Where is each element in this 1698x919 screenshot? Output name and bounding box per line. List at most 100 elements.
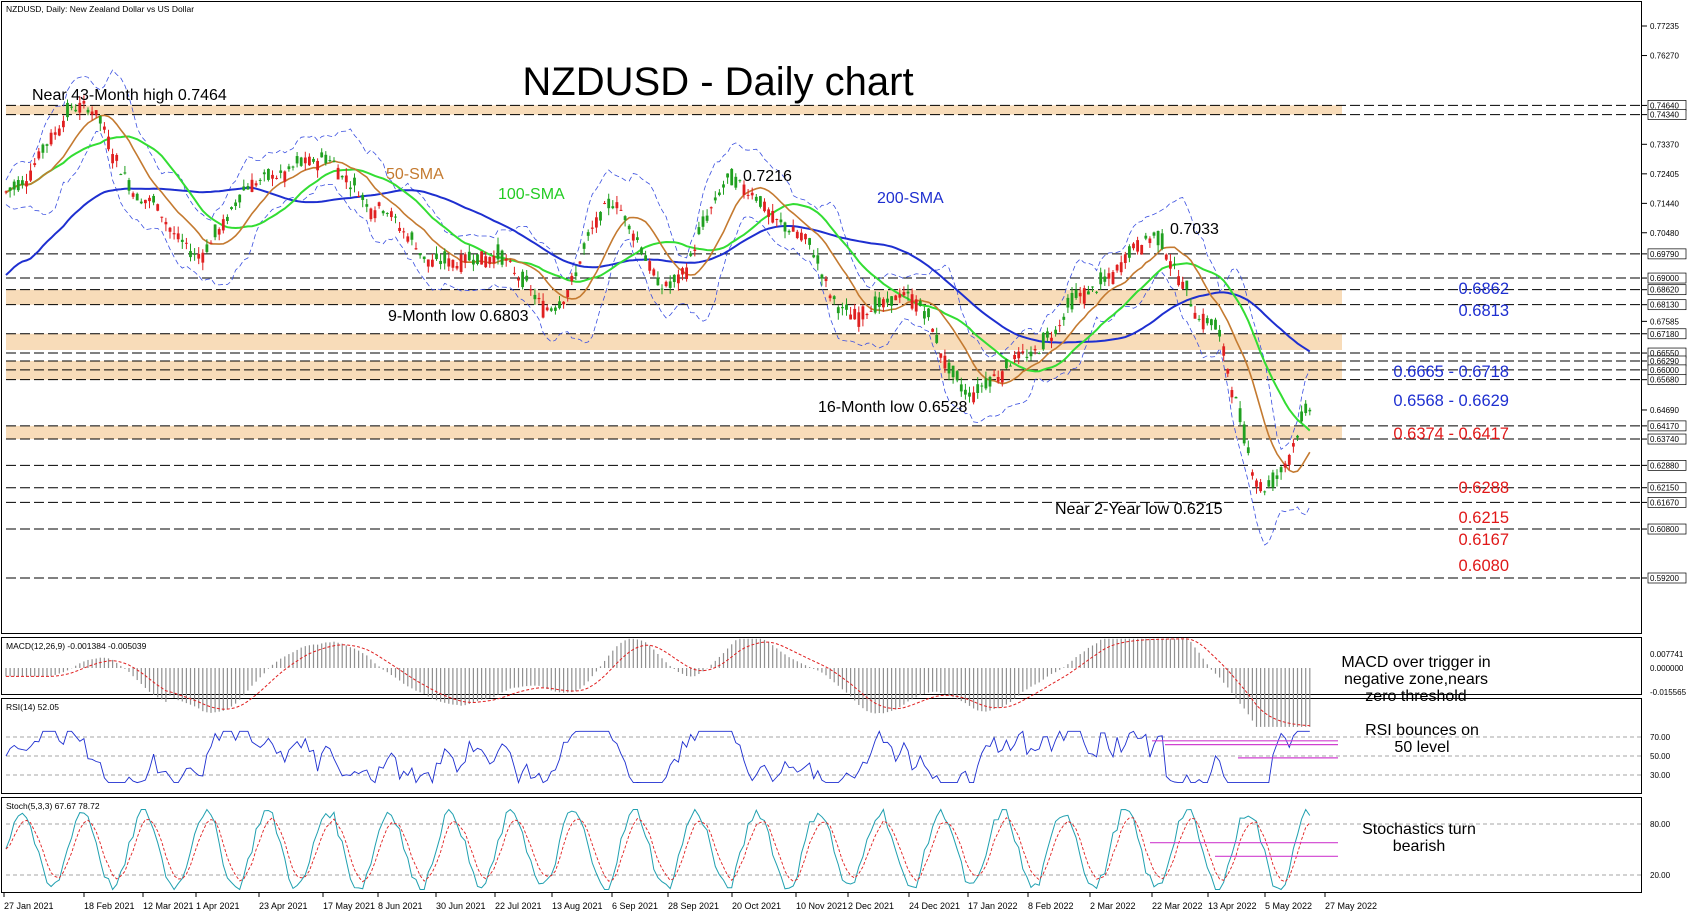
zone-1: [6, 289, 1342, 305]
candle-body-183: [754, 196, 758, 201]
candle-body-307: [1263, 491, 1267, 493]
price-tick-label-3: 0.74340: [1650, 111, 1679, 120]
candle-body-283: [1164, 254, 1168, 260]
candle-body-37: [156, 204, 160, 211]
candle-body-303: [1246, 447, 1250, 454]
candle-body-301: [1238, 408, 1242, 423]
date-tick-label-4: 23 Apr 2021: [259, 901, 308, 911]
candle-body-212: [873, 296, 877, 313]
candle-body-256: [1054, 329, 1057, 334]
candle-body-75: [312, 158, 315, 162]
candle-body-161: [664, 281, 668, 287]
macd-label: MACD(12,26,9) -0.001384 -0.005039: [6, 641, 147, 651]
candle-body-65: [271, 174, 274, 179]
price-tick-label-6: 0.71440: [1650, 199, 1679, 208]
price-tick-label-18: 0.64690: [1650, 406, 1679, 415]
candle-body-250: [1029, 351, 1033, 357]
candle-body-294: [1210, 319, 1213, 326]
candle-body-211: [869, 310, 873, 312]
low-9-month-annotation: 9-Month low 0.6803: [388, 308, 529, 325]
indicators-layer: MACD(12,26,9) -0.001384 -0.005039 0.00774…: [5, 638, 1687, 891]
candle-body-25: [107, 136, 110, 150]
candle-body-318: [1308, 409, 1312, 412]
candle-body-24: [103, 126, 106, 130]
candle-body-38: [160, 216, 164, 218]
candle-body-56: [234, 202, 237, 207]
candle-body-147: [607, 198, 611, 209]
candle-body-70: [291, 166, 295, 168]
candle-body-271: [1115, 264, 1119, 271]
date-tick-label-13: 10 Nov 2021: [796, 901, 847, 911]
stoch-note-0: Stochastics turn: [1362, 821, 1476, 838]
candle-body-205: [845, 304, 848, 310]
candle-body-150: [619, 209, 623, 211]
candle-body-176: [726, 173, 729, 178]
candle-body-57: [238, 194, 242, 203]
candle-body-93: [385, 213, 389, 215]
candle-body-310: [1275, 475, 1279, 479]
date-tick-label-8: 22 Jul 2021: [495, 901, 542, 911]
candle-body-40: [168, 227, 172, 232]
candle-body-233: [959, 384, 963, 392]
annotations-layer: Near 43-Month high 0.7464 50-SMA 100-SMA 0.…: [32, 87, 1223, 518]
candle-body-187: [771, 210, 775, 223]
peak-0-7033-annotation: 0.7033: [1170, 221, 1219, 238]
candle-body-129: [533, 294, 537, 300]
candle-body-306: [1259, 482, 1262, 492]
candle-body-10: [45, 144, 49, 146]
level-label-5: 0.6288: [1459, 479, 1509, 497]
date-tick-label-14: 2 Dec 2021: [848, 901, 894, 911]
candle-body-95: [394, 216, 397, 218]
candle-body-264: [1087, 291, 1090, 295]
candle-body-46: [193, 253, 196, 255]
candle-body-179: [738, 180, 742, 182]
price-tick-box-8: [1647, 248, 1687, 260]
candle-body-222: [914, 299, 918, 312]
candle-body-284: [1169, 261, 1172, 269]
candle-body-123: [508, 260, 512, 262]
candle-body-98: [406, 236, 410, 242]
date-tick-label-15: 24 Dec 2021: [909, 901, 960, 911]
candle-body-52: [217, 229, 221, 235]
candle-body-21: [90, 111, 94, 115]
candle-body-202: [832, 296, 836, 300]
candle-body-76: [316, 160, 319, 171]
zone-4: [6, 425, 1342, 440]
macd-note-1: negative zone,nears: [1344, 671, 1488, 688]
candle-body-175: [722, 184, 725, 188]
candle-body-44: [185, 242, 188, 244]
candle-body-101: [418, 253, 422, 256]
price-tick-label-8: 0.69790: [1650, 250, 1679, 259]
candle-body-279: [1148, 238, 1152, 244]
price-tick-label-15: 0.66290: [1650, 357, 1679, 366]
price-tick-label-13: 0.67180: [1650, 330, 1679, 339]
candle-body-215: [886, 298, 889, 303]
candle-body-30: [127, 180, 131, 191]
candle-body-160: [660, 288, 664, 290]
price-tick-box-24: [1647, 523, 1687, 535]
candle-body-267: [1099, 272, 1103, 285]
candle-body-22: [94, 110, 98, 116]
price-tick-box-23: [1647, 497, 1687, 508]
candle-body-258: [1062, 316, 1066, 320]
candle-body-4: [21, 180, 24, 185]
candle-body-198: [816, 255, 820, 264]
candle-body-59: [246, 186, 250, 190]
price-tick-label-7: 0.70480: [1650, 229, 1679, 238]
candle-body-88: [365, 204, 369, 207]
rsi-note-1: 50 level: [1394, 739, 1449, 756]
candle-body-227: [935, 334, 939, 343]
zones-layer: [6, 105, 1342, 440]
candle-body-164: [677, 274, 680, 284]
candle-body-15: [66, 102, 69, 118]
candle-body-19: [82, 101, 86, 104]
candle-body-255: [1050, 337, 1053, 341]
candle-body-190: [783, 222, 787, 232]
candle-body-237: [976, 384, 980, 394]
candle-body-133: [549, 308, 553, 311]
candle-body-31: [131, 193, 135, 197]
date-tick-label-20: 13 Apr 2022: [1208, 901, 1257, 911]
candle-body-193: [795, 231, 799, 239]
candle-body-78: [324, 154, 328, 164]
date-tick-label-11: 28 Sep 2021: [668, 901, 719, 911]
